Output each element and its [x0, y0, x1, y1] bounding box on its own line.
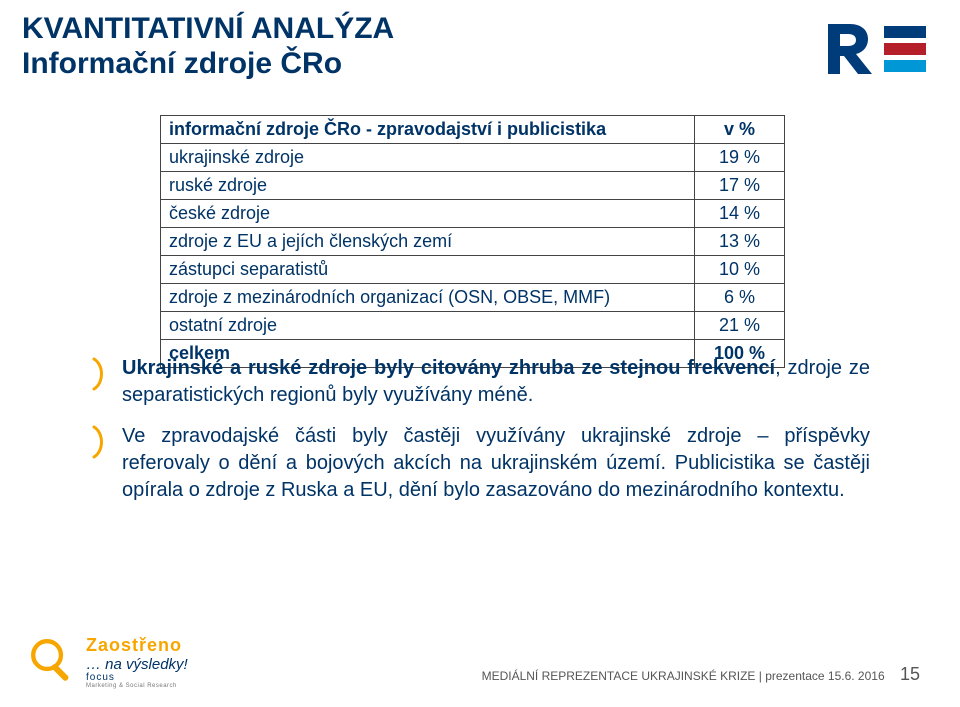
- focus-logo: Zaostřeno … na výsledky! focus Marketing…: [28, 635, 188, 689]
- table: informační zdroje ČRo - zpravodajství i …: [160, 115, 785, 368]
- table-cell-value: 10 %: [695, 256, 785, 284]
- table-row: ruské zdroje17 %: [161, 172, 785, 200]
- table-row: zdroje z mezinárodních organizací (OSN, …: [161, 284, 785, 312]
- table-row: ukrajinské zdroje19 %: [161, 144, 785, 172]
- table-cell-value: 17 %: [695, 172, 785, 200]
- table-cell-value: 14 %: [695, 200, 785, 228]
- table-header-label: informační zdroje ČRo - zpravodajství i …: [161, 116, 695, 144]
- table-cell-label: zdroje z mezinárodních organizací (OSN, …: [161, 284, 695, 312]
- cro-logo: [822, 18, 932, 80]
- table-cell-label: zdroje z EU a jejích členských zemí: [161, 228, 695, 256]
- bullet-arc-icon: [90, 425, 112, 459]
- table-cell-label: české zdroje: [161, 200, 695, 228]
- bullet-arc-icon: [90, 357, 112, 391]
- table-cell-value: 13 %: [695, 228, 785, 256]
- brand-bottom: … na výsledky!: [86, 656, 188, 673]
- table-cell-label: zástupci separatistů: [161, 256, 695, 284]
- footer-meta-text: MEDIÁLNÍ REPREZENTACE UKRAJINSKÉ KRIZE |…: [482, 669, 885, 683]
- bullet-text: Ukrajinské a ruské zdroje byly citovány …: [122, 355, 870, 409]
- table-cell-value: 21 %: [695, 312, 785, 340]
- table-row: zástupci separatistů10 %: [161, 256, 785, 284]
- title-line-1: KVANTITATIVNÍ ANALÝZA: [22, 12, 394, 45]
- table-header-value: v %: [695, 116, 785, 144]
- bullet-text: Ve zpravodajské části byly častěji využí…: [122, 423, 870, 504]
- brand-top: Zaostřeno: [86, 635, 188, 656]
- table-cell-label: ostatní zdroje: [161, 312, 695, 340]
- table-header-row: informační zdroje ČRo - zpravodajství i …: [161, 116, 785, 144]
- bullet-list: Ukrajinské a ruské zdroje byly citovány …: [90, 355, 870, 518]
- footer-meta: MEDIÁLNÍ REPREZENTACE UKRAJINSKÉ KRIZE |…: [482, 664, 920, 685]
- table-cell-label: ruské zdroje: [161, 172, 695, 200]
- bullet-item: Ukrajinské a ruské zdroje byly citovány …: [90, 355, 870, 409]
- sources-table: informační zdroje ČRo - zpravodajství i …: [160, 115, 785, 368]
- table-cell-label: ukrajinské zdroje: [161, 144, 695, 172]
- page-title: KVANTITATIVNÍ ANALÝZA Informační zdroje …: [22, 12, 394, 81]
- table-row: zdroje z EU a jejích členských zemí13 %: [161, 228, 785, 256]
- page-number: 15: [900, 664, 920, 684]
- table-row: české zdroje14 %: [161, 200, 785, 228]
- title-line-2: Informační zdroje ČRo: [22, 47, 342, 80]
- table-cell-value: 19 %: [695, 144, 785, 172]
- bullet-item: Ve zpravodajské části byly častěji využí…: [90, 423, 870, 504]
- table-row: ostatní zdroje21 %: [161, 312, 785, 340]
- table-cell-value: 6 %: [695, 284, 785, 312]
